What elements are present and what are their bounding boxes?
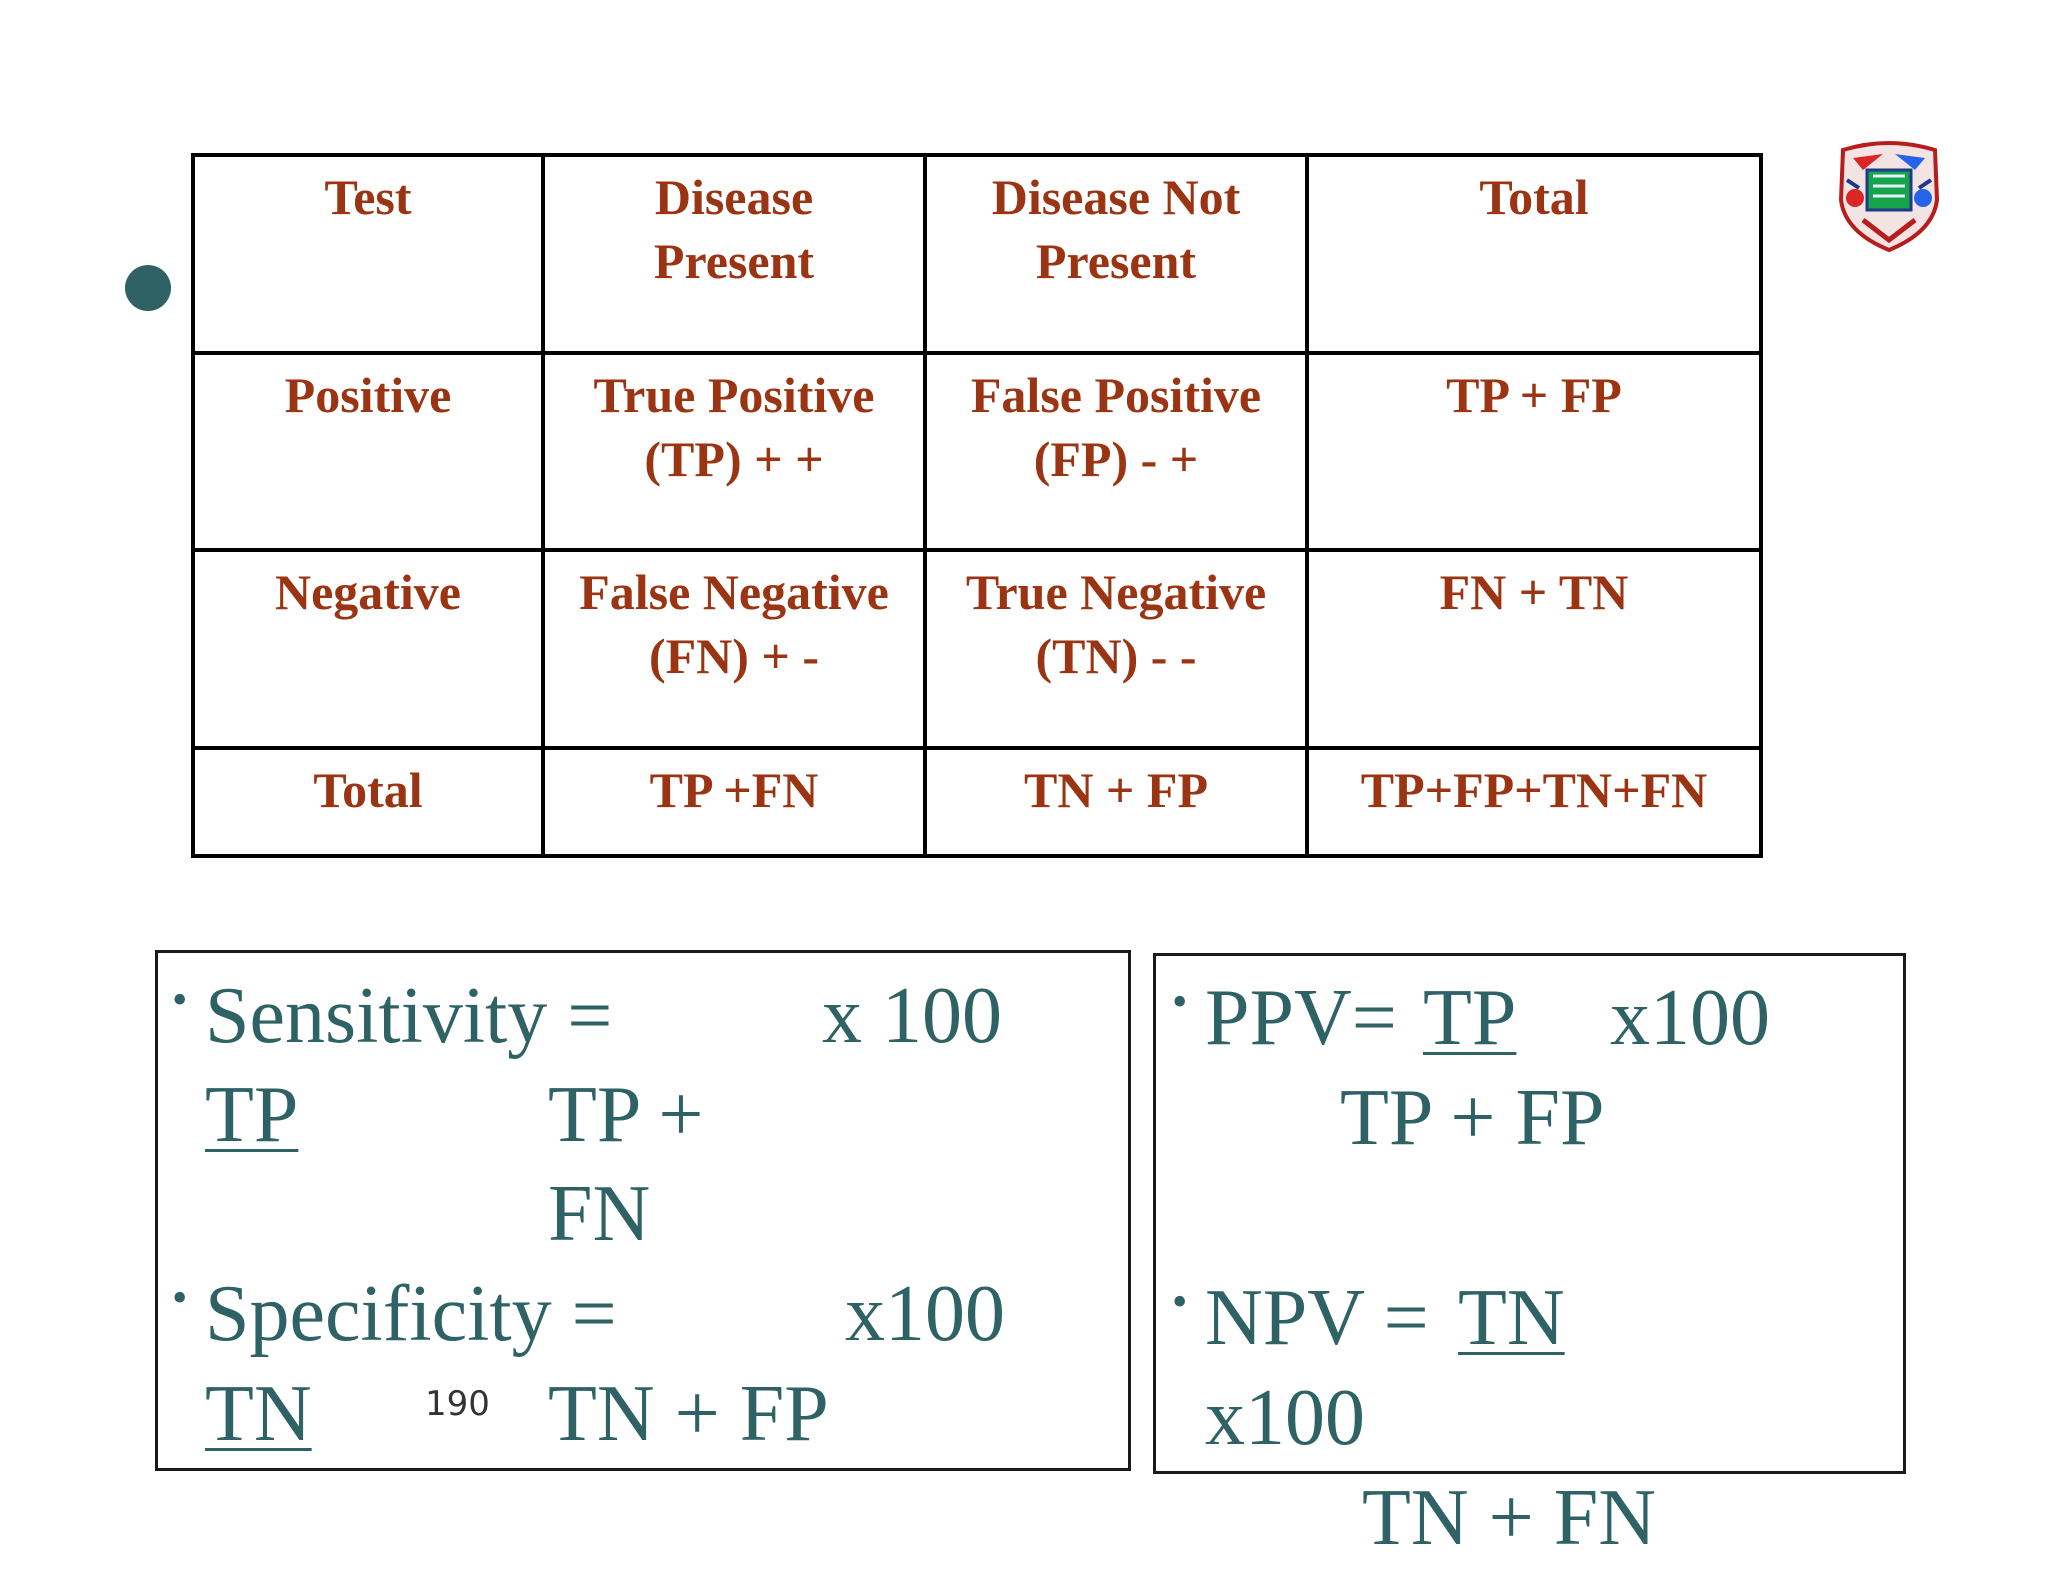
- cell-false-positive: False Positive (FP) - +: [923, 350, 1309, 553]
- ppv-multiplier: x100: [1610, 974, 1770, 1062]
- sensitivity-specificity-box: [155, 950, 1131, 1471]
- ppv-npv-box: [1153, 953, 1906, 1474]
- sensitivity-denominator-line2: FN: [548, 1170, 651, 1258]
- table-row-positive: Positive True Positive (TP) + + False Pos…: [191, 350, 1763, 553]
- table-row-total: Total TP +FN TN + FP TP+FP+TN+FN: [191, 746, 1763, 858]
- cell-grand-total: TP+FP+TN+FN: [1305, 746, 1763, 858]
- header-cell-disease-not-present: Disease Not Present: [923, 153, 1309, 355]
- cell-disease-present-total: TP +FN: [541, 746, 927, 858]
- sensitivity-numerator: TP: [205, 1071, 299, 1159]
- bullet-specificity: •: [172, 1273, 188, 1322]
- npv-multiplier: x100: [1205, 1374, 1365, 1462]
- bullet-ppv: •: [1172, 977, 1188, 1026]
- sensitivity-multiplier: x 100: [822, 972, 1002, 1060]
- table-row-negative: Negative False Negative (FN) + - True Neg…: [191, 548, 1763, 751]
- cell-disease-not-present-total: TN + FP: [923, 746, 1309, 858]
- header-cell-test: Test: [191, 153, 545, 355]
- ppv-label: PPV=: [1205, 974, 1397, 1062]
- sensitivity-label: Sensitivity =: [205, 972, 613, 1060]
- specificity-denominator: TN + FP: [548, 1370, 829, 1458]
- cell-false-negative: False Negative (FN) + -: [541, 548, 927, 751]
- specificity-numerator: TN: [205, 1370, 312, 1458]
- confusion-matrix-table: Test Disease Present Disease Not Present T…: [191, 153, 1763, 858]
- table-header-row: Test Disease Present Disease Not Present T…: [191, 153, 1763, 355]
- bullet-sensitivity: •: [172, 975, 188, 1024]
- row-label-total: Total: [191, 746, 545, 858]
- bullet-npv: •: [1172, 1277, 1188, 1326]
- sensitivity-denominator-line1: TP +: [548, 1071, 704, 1159]
- header-cell-total: Total: [1305, 153, 1763, 355]
- crest-emblem-icon: [1838, 141, 1940, 253]
- ppv-denominator: TP + FP: [1340, 1074, 1605, 1162]
- cell-negative-total: FN + TN: [1305, 548, 1763, 751]
- specificity-multiplier: x100: [845, 1270, 1005, 1358]
- npv-label: NPV =: [1205, 1274, 1429, 1362]
- npv-numerator: TN: [1458, 1274, 1565, 1362]
- row-label-positive: Positive: [191, 350, 545, 553]
- cell-true-negative: True Negative (TN) - -: [923, 548, 1309, 751]
- cell-positive-total: TP + FP: [1305, 350, 1763, 553]
- ppv-numerator: TP: [1423, 974, 1517, 1062]
- npv-denominator: TN + FN: [1362, 1474, 1657, 1562]
- header-cell-disease-present: Disease Present: [541, 153, 927, 355]
- specificity-label: Specificity =: [205, 1270, 617, 1358]
- row-label-negative: Negative: [191, 548, 545, 751]
- cell-true-positive: True Positive (TP) + +: [541, 350, 927, 553]
- page-number: 190: [425, 1384, 490, 1424]
- bullet-dot-icon: [125, 265, 171, 311]
